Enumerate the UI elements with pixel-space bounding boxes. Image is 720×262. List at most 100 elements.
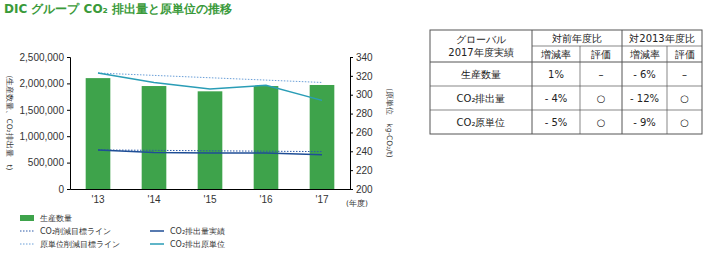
plot-area [86, 73, 335, 189]
legend-swatch [20, 231, 34, 232]
y2-tick: 240 [350, 146, 373, 157]
bar [310, 85, 335, 189]
y2-tick-label: 260 [356, 127, 373, 138]
bar [86, 78, 111, 189]
table-cell: ○ [680, 93, 689, 104]
x-tick: '13 [91, 189, 104, 205]
table-rule [532, 46, 702, 47]
y2-tick-label: 320 [356, 71, 373, 82]
legend-item: CO₂排出原単位 [150, 240, 225, 249]
legend-item: CO₂排出量実績 [150, 227, 225, 236]
y2-tick: 200 [350, 184, 373, 195]
y-tick: 500,000 [28, 157, 70, 168]
y2-tick-mark [350, 95, 353, 96]
table-rule [430, 86, 702, 87]
legend-label: CO₂排出量実績 [170, 227, 225, 236]
y-tick-mark [67, 189, 70, 190]
table-subheader: 増減率 [629, 49, 660, 60]
table-cell: – [599, 69, 604, 80]
line [98, 73, 322, 82]
table-cell: - 4% [545, 93, 568, 104]
table-group-header: 対2013年度比 [629, 33, 694, 44]
y2-tick: 280 [350, 108, 373, 119]
x-tick: '16 [259, 189, 272, 205]
table-cell: - 9% [633, 117, 656, 128]
y2-tick-label: 340 [356, 52, 373, 63]
table-cell: 1% [548, 69, 564, 80]
x-tick: '15 [203, 189, 216, 205]
x-tick-label: '15 [203, 194, 216, 205]
chart-title: DIC グループ CO₂ 排出量と原単位の推移 [4, 2, 232, 16]
table-subheader: 評価 [591, 49, 611, 60]
y2-tick-mark [350, 170, 353, 171]
x-tick-label: '17 [315, 194, 328, 205]
y-tick-mark [67, 110, 70, 111]
legend-swatch [20, 244, 34, 245]
table-cell: - 12% [630, 93, 659, 104]
chart-root: DIC グループ CO₂ 排出量と原単位の推移 0 500,000 1,000,000… [0, 0, 720, 262]
table-cell: ○ [680, 117, 689, 128]
line [98, 150, 322, 155]
y2-tick: 300 [350, 89, 373, 100]
y-tick: 1,500,000 [20, 105, 71, 116]
legend-swatch [150, 230, 164, 232]
y-tick-mark [67, 163, 70, 164]
table-rule [532, 30, 533, 134]
y2-axis-title: (原単位 kg-CO₂/t) [385, 88, 394, 157]
x-axis-line [71, 189, 351, 190]
table-cell: ○ [597, 117, 606, 128]
table-corner: 2017年度実績 [448, 47, 513, 58]
x-axis-title: (年度) [346, 199, 368, 208]
legend-label: 原単位削減目標ライン [40, 240, 120, 249]
x-tick: '17 [315, 189, 328, 205]
table-row-header: 生産数量 [461, 69, 501, 80]
line [98, 73, 322, 100]
legend-swatch [150, 243, 164, 245]
legend-label: CO₂排出原単位 [170, 240, 225, 249]
y-tick-label: 1,500,000 [20, 105, 65, 116]
y2-tick: 340 [350, 52, 373, 63]
y-tick-label: 0 [58, 184, 64, 195]
table-rule [622, 30, 623, 134]
y2-tick-mark [350, 114, 353, 115]
x-tick-label: '13 [91, 194, 104, 205]
table-subheader: 評価 [675, 49, 695, 60]
table-rule [430, 110, 702, 111]
y-tick: 2,000,000 [20, 78, 71, 89]
y-tick: 0 [58, 184, 70, 195]
y2-tick-label: 240 [356, 146, 373, 157]
y2-tick-label: 300 [356, 89, 373, 100]
table-cell: - 5% [545, 117, 568, 128]
y2-tick-mark [350, 132, 353, 133]
summary-table: グローバル2017年度実績対前年度比対2013年度比増減率評価増減率評価生産数量… [430, 30, 702, 134]
y2-tick: 220 [350, 165, 373, 176]
x-tick-label: '14 [147, 194, 160, 205]
y-tick-mark [67, 83, 70, 84]
table-row-header: CO₂排出量 [457, 93, 506, 104]
y2-axis-line [351, 58, 354, 190]
x-tick: '14 [147, 189, 160, 205]
y2-tick-label: 200 [356, 184, 373, 195]
table-group-header: 対前年度比 [552, 33, 602, 44]
y2-tick: 260 [350, 127, 373, 138]
y-tick-label: 500,000 [28, 157, 65, 168]
table-subheader: 増減率 [540, 49, 571, 60]
table-rule [667, 46, 668, 134]
y-axis-title: (生産数量、CO₂排出量 t) [5, 76, 14, 171]
bar [142, 86, 167, 189]
y-axis-line [67, 58, 71, 190]
y-tick-mark [67, 57, 70, 58]
legend-swatch [20, 215, 34, 221]
table-rule [580, 46, 581, 134]
y-tick-label: 2,000,000 [20, 78, 65, 89]
legend-item: 生産数量 [20, 214, 72, 223]
legend-item: 原単位削減目標ライン [20, 240, 120, 249]
table-corner: グローバル [456, 34, 506, 45]
y-tick: 1,000,000 [20, 131, 71, 142]
x-tick-label: '16 [259, 194, 272, 205]
legend-label: 生産数量 [40, 214, 72, 223]
table-cell: - 6% [633, 69, 656, 80]
y2-tick-mark [350, 76, 353, 77]
bar [198, 91, 223, 189]
table-rule [430, 62, 702, 63]
